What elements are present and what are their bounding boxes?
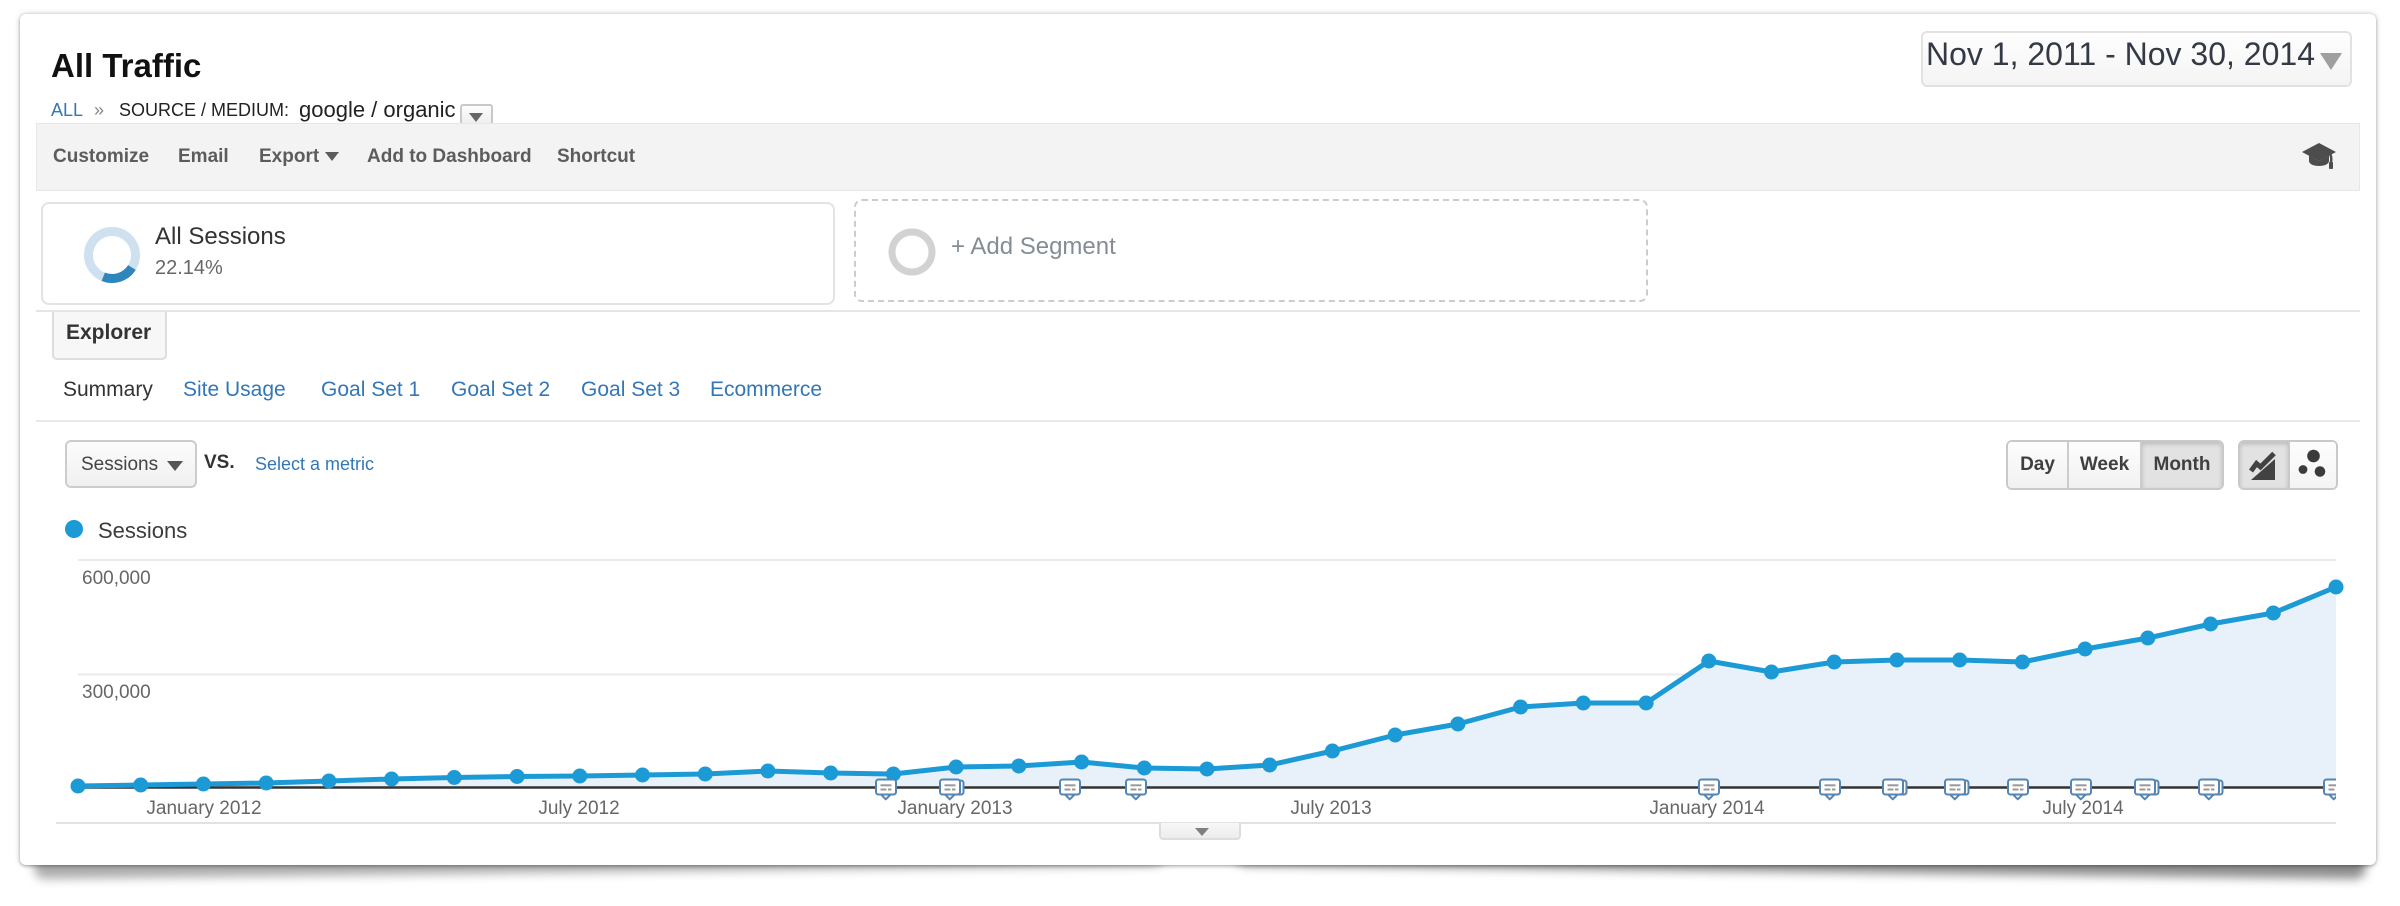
svg-text:July 2013: July 2013: [1290, 798, 1371, 819]
svg-text:January 2012: January 2012: [146, 798, 261, 819]
svg-text:July 2012: July 2012: [538, 798, 619, 819]
svg-text:January 2014: January 2014: [1649, 798, 1765, 819]
svg-text:600,000: 600,000: [82, 568, 151, 589]
svg-text:July 2014: July 2014: [2042, 798, 2124, 819]
svg-text:300,000: 300,000: [82, 682, 151, 703]
svg-text:January 2013: January 2013: [897, 798, 1012, 819]
